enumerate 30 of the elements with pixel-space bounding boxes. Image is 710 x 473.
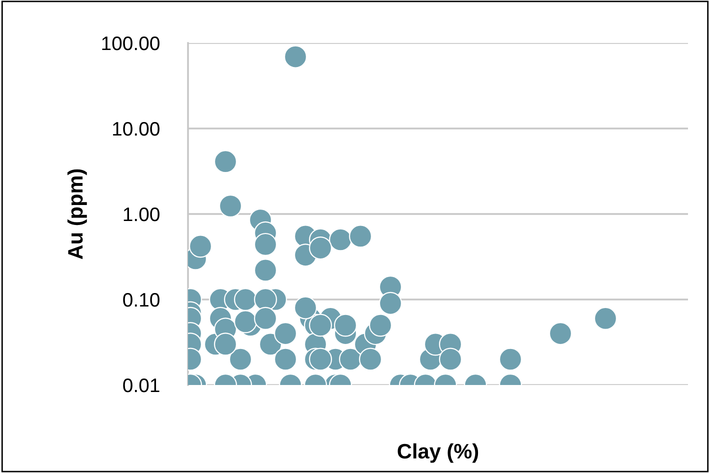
point xyxy=(254,232,278,256)
point xyxy=(228,348,252,371)
point xyxy=(254,258,278,282)
point xyxy=(214,150,238,174)
point xyxy=(234,310,258,334)
point xyxy=(214,332,238,356)
point xyxy=(274,322,298,346)
point xyxy=(308,236,332,260)
y-axis-title: Au (ppm) xyxy=(67,169,87,260)
point xyxy=(188,234,212,258)
point xyxy=(334,314,358,337)
point xyxy=(368,314,392,337)
point xyxy=(284,45,308,68)
point xyxy=(548,322,572,346)
y-tick-label: 1.00 xyxy=(124,207,160,222)
point xyxy=(378,292,402,315)
point xyxy=(348,224,372,248)
point xyxy=(308,348,332,371)
point xyxy=(594,306,618,330)
point xyxy=(218,194,242,218)
y-tick-label: 100.00 xyxy=(102,36,160,50)
point xyxy=(328,228,352,252)
y-tick-label: 10.00 xyxy=(113,122,160,136)
y-tick-label: 0.10 xyxy=(123,292,160,307)
point xyxy=(498,348,522,371)
y-tick-label: 0.01 xyxy=(123,378,160,392)
x-axis-title: Clay (%) xyxy=(398,443,478,463)
point xyxy=(274,348,298,371)
point xyxy=(358,348,382,371)
point xyxy=(438,348,462,371)
